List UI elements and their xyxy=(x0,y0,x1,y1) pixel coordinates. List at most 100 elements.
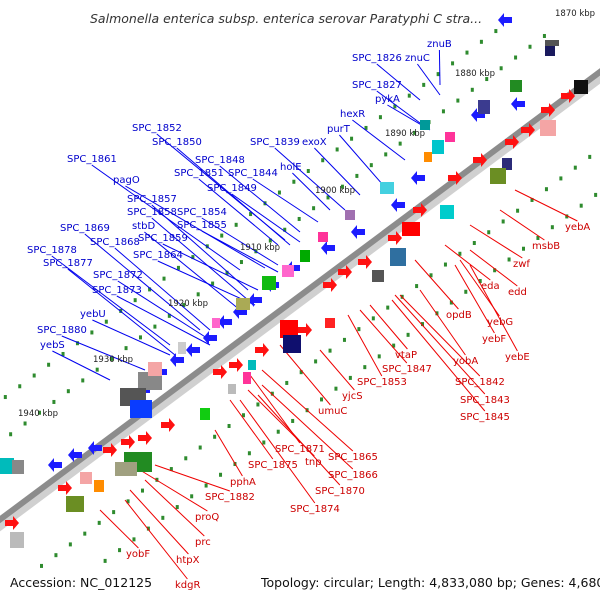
gene-block[interactable] xyxy=(283,335,301,353)
gene-arrow[interactable] xyxy=(338,265,352,279)
gene-arrow[interactable] xyxy=(391,198,405,212)
gene-label-spc_1857[interactable]: SPC_1857 xyxy=(127,194,177,205)
gene-label-spc_1855[interactable]: SPC_1855 xyxy=(177,220,227,231)
gene-label-htpx[interactable]: htpX xyxy=(176,555,200,566)
gene-label-hexr[interactable]: hexR xyxy=(340,109,365,120)
gene-block[interactable] xyxy=(280,320,298,338)
gene-block[interactable] xyxy=(440,205,454,219)
gene-label-znub[interactable]: znuB xyxy=(427,39,452,50)
gene-label-spc_1875[interactable]: SPC_1875 xyxy=(248,460,298,471)
gene-block[interactable] xyxy=(94,480,104,492)
gene-label-yobf[interactable]: yobF xyxy=(126,549,150,560)
gene-label-yebf[interactable]: yebF xyxy=(482,334,506,345)
gene-label-spc_1842[interactable]: SPC_1842 xyxy=(455,377,505,388)
gene-block[interactable] xyxy=(502,158,512,170)
gene-label-yebe[interactable]: yebE xyxy=(505,352,530,363)
gene-label-umuc[interactable]: umuC xyxy=(318,406,347,417)
gene-arrow[interactable] xyxy=(138,431,152,445)
gene-label-spc_1851[interactable]: SPC_1851 xyxy=(174,168,224,179)
gene-arrow[interactable] xyxy=(161,418,175,432)
gene-label-msbb[interactable]: msbB xyxy=(532,241,560,252)
gene-label-spc_1880[interactable]: SPC_1880 xyxy=(37,325,87,336)
gene-block[interactable] xyxy=(228,384,236,394)
gene-block[interactable] xyxy=(212,318,220,328)
gene-arrow[interactable] xyxy=(58,481,72,495)
gene-block[interactable] xyxy=(490,168,506,184)
gene-block[interactable] xyxy=(510,80,522,92)
gene-label-znuc[interactable]: znuC xyxy=(405,53,430,64)
gene-block[interactable] xyxy=(478,100,490,114)
gene-arrow[interactable] xyxy=(411,171,425,185)
gene-arrow[interactable] xyxy=(323,278,337,292)
gene-block[interactable] xyxy=(372,270,384,282)
gene-label-prc[interactable]: prc xyxy=(195,537,211,548)
gene-label-spc_1843[interactable]: SPC_1843 xyxy=(460,395,510,406)
gene-arrow[interactable] xyxy=(298,323,312,337)
gene-label-spc_1853[interactable]: SPC_1853 xyxy=(357,377,407,388)
gene-label-kdgr[interactable]: kdgR xyxy=(175,580,200,591)
gene-label-purt[interactable]: purT xyxy=(327,124,351,135)
gene-arrow[interactable] xyxy=(48,458,62,472)
gene-block[interactable] xyxy=(445,132,455,142)
gene-label-spc_1845[interactable]: SPC_1845 xyxy=(460,412,510,423)
gene-arrow[interactable] xyxy=(473,153,487,167)
gene-block[interactable] xyxy=(178,342,186,354)
gene-label-yjcs[interactable]: yjcS xyxy=(342,391,363,402)
gene-block[interactable] xyxy=(540,120,556,136)
gene-arrow[interactable] xyxy=(213,365,227,379)
gene-label-spc_1858[interactable]: SPC_1858 xyxy=(127,207,177,218)
gene-arrow[interactable] xyxy=(88,441,102,455)
gene-label-spc_1827[interactable]: SPC_1827 xyxy=(352,80,402,91)
gene-block[interactable] xyxy=(432,140,444,154)
gene-arrow[interactable] xyxy=(321,241,335,255)
gene-arrow[interactable] xyxy=(103,443,117,457)
gene-block[interactable] xyxy=(545,42,555,56)
gene-arrow[interactable] xyxy=(511,97,525,111)
gene-block[interactable] xyxy=(10,532,24,548)
gene-label-spc_1859[interactable]: SPC_1859 xyxy=(138,233,188,244)
gene-label-spc_1882[interactable]: SPC_1882 xyxy=(205,492,255,503)
gene-block[interactable] xyxy=(424,152,432,162)
gene-label-spc_1848[interactable]: SPC_1848 xyxy=(195,155,245,166)
gene-label-spc_1852[interactable]: SPC_1852 xyxy=(132,123,182,134)
gene-label-yoba[interactable]: yobA xyxy=(453,356,478,367)
gene-label-spc_1865[interactable]: SPC_1865 xyxy=(328,452,378,463)
gene-arrow[interactable] xyxy=(505,135,519,149)
gene-label-spc_1872[interactable]: SPC_1872 xyxy=(93,270,143,281)
gene-label-exox[interactable]: exoX xyxy=(302,137,327,148)
gene-label-stbd[interactable]: stbD xyxy=(132,221,155,232)
gene-arrow[interactable] xyxy=(388,231,402,245)
gene-block[interactable] xyxy=(390,248,406,266)
gene-arrow[interactable] xyxy=(170,353,184,367)
gene-label-spc_1839[interactable]: SPC_1839 xyxy=(250,137,300,148)
gene-arrow[interactable] xyxy=(121,435,135,449)
gene-arrow[interactable] xyxy=(186,343,200,357)
gene-arrow[interactable] xyxy=(471,108,485,122)
gene-arrow[interactable] xyxy=(561,89,575,103)
gene-block[interactable] xyxy=(130,400,152,418)
gene-arrow[interactable] xyxy=(413,203,427,217)
gene-arrow[interactable] xyxy=(5,516,19,530)
gene-block[interactable] xyxy=(300,250,310,262)
gene-label-spc_1870[interactable]: SPC_1870 xyxy=(315,486,365,497)
gene-label-tnp[interactable]: tnp xyxy=(305,457,322,468)
gene-label-spc_1850[interactable]: SPC_1850 xyxy=(152,137,202,148)
gene-arrow[interactable] xyxy=(248,293,262,307)
gene-block[interactable] xyxy=(545,40,559,46)
gene-label-yebs[interactable]: yebS xyxy=(40,340,65,351)
gene-label-spc_1861[interactable]: SPC_1861 xyxy=(67,154,117,165)
gene-block[interactable] xyxy=(262,276,276,290)
gene-label-spc_1877[interactable]: SPC_1877 xyxy=(43,258,93,269)
gene-arrow[interactable] xyxy=(521,123,535,137)
gene-block[interactable] xyxy=(12,460,24,474)
gene-label-spc_1869[interactable]: SPC_1869 xyxy=(60,223,110,234)
gene-block[interactable] xyxy=(345,210,355,220)
gene-arrow[interactable] xyxy=(255,343,269,357)
gene-block[interactable] xyxy=(138,372,162,390)
gene-arrow[interactable] xyxy=(229,358,243,372)
gene-label-spc_1878[interactable]: SPC_1878 xyxy=(27,245,77,256)
gene-arrow[interactable] xyxy=(358,255,372,269)
gene-label-yebu[interactable]: yebU xyxy=(80,309,106,320)
gene-label-yebg[interactable]: yebG xyxy=(487,317,513,328)
gene-block[interactable] xyxy=(318,232,328,242)
